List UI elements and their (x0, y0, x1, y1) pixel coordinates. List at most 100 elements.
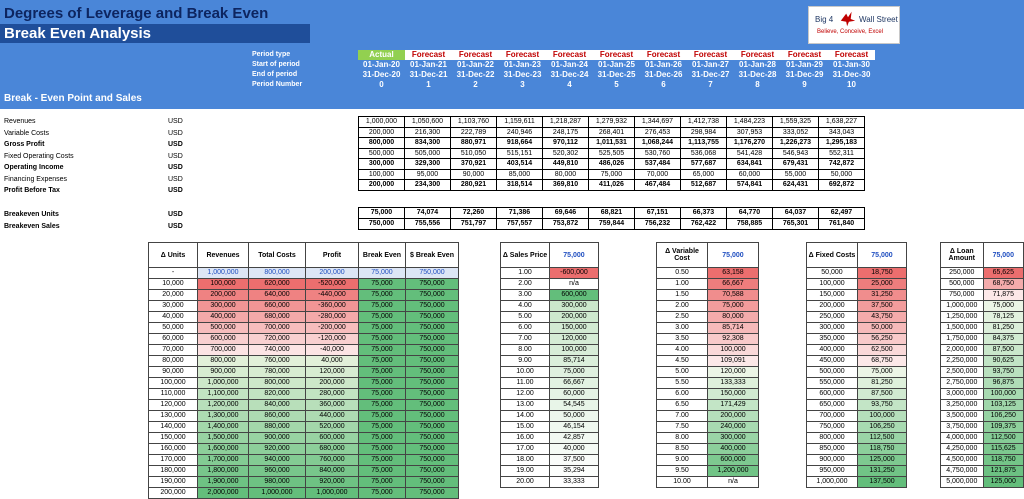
sens-row: 150,000 31,250 (806, 289, 907, 301)
sens-row: 800,000 112,500 (806, 432, 907, 444)
sens-row: 1.00 -600,000 (500, 267, 599, 279)
units-cell: 75,000 (358, 366, 406, 378)
sens-value-cell: 75,000 (857, 366, 907, 378)
sens-key-cell: 8.50 (656, 443, 708, 455)
sens-key-cell: 10.00 (500, 366, 550, 378)
income-unit: USD (168, 118, 183, 125)
sens-input-cell: 75,000 (982, 242, 1024, 268)
sens-value-cell: 54,545 (549, 399, 599, 411)
income-cell: 234,300 (404, 179, 451, 191)
income-cell: 280,921 (450, 179, 497, 191)
period-row-number: 0 1 2 3 4 5 6 7 8 9 10 (358, 80, 875, 90)
period-cell: 6 (661, 80, 666, 89)
units-cell: 800,000 (197, 355, 249, 367)
logo-text-wall: Wall Street (859, 15, 898, 24)
sens-value-cell: 66,667 (549, 377, 599, 389)
units-cell: 1,700,000 (197, 454, 249, 466)
sens-key-cell: 12.00 (500, 388, 550, 400)
units-cell: 750,000 (405, 289, 459, 301)
sens-key-cell: 1,250,000 (940, 311, 984, 323)
units-row: 110,000 1,100,000 820,000 280,000 75,000 750,… (148, 388, 459, 400)
sens-row: 900,000 125,000 (806, 454, 907, 466)
sens-row: 1,500,000 81,250 (940, 322, 1024, 334)
income-cell: 240,946 (496, 126, 543, 138)
sens-key-cell: 950,000 (806, 465, 858, 477)
units-cell: 880,000 (248, 421, 306, 433)
sens-key-cell: 0.50 (656, 267, 708, 279)
income-cell: 90,000 (450, 168, 497, 180)
sens-row: 300,000 50,000 (806, 322, 907, 334)
sens-row: 5,000,000 125,000 (940, 476, 1024, 488)
units-cell: 75,000 (358, 443, 406, 455)
units-header-cell: Total Costs (248, 242, 306, 268)
sens-header-row: Δ Fixed Costs 75,000 (806, 242, 907, 268)
sens-value-cell: 92,308 (707, 333, 759, 345)
income-unit: USD (168, 152, 183, 160)
breakeven-cell: 67,151 (634, 207, 681, 219)
income-cell: 268,401 (588, 126, 635, 138)
breakeven-cell: 66,373 (680, 207, 727, 219)
sens-value-cell: 87,500 (857, 388, 907, 400)
income-cell: 65,000 (680, 168, 727, 180)
units-cell: 900,000 (197, 366, 249, 378)
sens-row: 350,000 56,250 (806, 333, 907, 345)
sens-row: 7.00 120,000 (500, 333, 599, 345)
units-cell: 1,000,000 (305, 487, 359, 499)
sens-key-cell: 2,500,000 (940, 366, 984, 378)
income-cell: 1,559,325 (772, 116, 819, 128)
units-cell: 860,000 (248, 410, 306, 422)
sens-key-cell: 4,250,000 (940, 443, 984, 455)
units-cell: 100,000 (148, 377, 198, 389)
sens-key-cell: 9.50 (656, 465, 708, 477)
income-table: 1,000,000 1,050,600 1,103,760 1,159,611 1,21… (358, 116, 865, 191)
income-cell: 370,921 (450, 158, 497, 170)
units-row: 80,000 800,000 760,000 40,000 75,000 750,000 (148, 355, 459, 367)
units-row: 170,000 1,700,000 940,000 760,000 75,000 750,… (148, 454, 459, 466)
income-cell: 624,431 (772, 179, 819, 191)
units-row: 120,000 1,200,000 840,000 360,000 75,000 750,… (148, 399, 459, 411)
sens-value-cell: 46,154 (549, 421, 599, 433)
sens-key-cell: 3.00 (500, 289, 550, 301)
units-cell: 600,000 (197, 333, 249, 345)
sens-input-cell: 75,000 (707, 242, 759, 268)
sens-key-cell: 1.50 (656, 289, 708, 301)
units-cell: 1,000,000 (248, 487, 306, 499)
sens-value-cell: 65,625 (982, 267, 1024, 279)
period-label: Period Number (252, 81, 303, 88)
sens-value-cell: 131,250 (857, 465, 907, 477)
sens-row: 2,500,000 93,750 (940, 366, 1024, 378)
sens-row: 500,000 68,750 (940, 278, 1024, 290)
income-cell: 1,638,227 (818, 116, 865, 128)
sens-row: 1,000,000 137,500 (806, 476, 907, 488)
sens-row: 9.00 600,000 (656, 454, 759, 466)
sens-key-cell: 1,000,000 (940, 300, 984, 312)
income-row: 800,000 834,300 880,971 918,664 970,112 1,011… (358, 137, 865, 149)
income-cell: 742,872 (818, 158, 865, 170)
sens-value-cell: 81,250 (857, 377, 907, 389)
sens-key-cell: 2,750,000 (940, 377, 984, 389)
sens-row: 2.50 80,000 (656, 311, 759, 323)
sens-label-cell: Δ Loan Amount (940, 242, 984, 268)
sens-key-cell: 1,750,000 (940, 333, 984, 345)
sens-key-cell: 13.00 (500, 399, 550, 411)
period-table: Actual Forecast Forecast Forecast Forecast Fo… (358, 50, 875, 90)
breakeven-row: 75,000 74,074 72,260 71,386 69,646 68,821 67,1… (358, 207, 865, 219)
sens-key-cell: 18.00 (500, 454, 550, 466)
period-row-type: Actual Forecast Forecast Forecast Forecast Fo… (358, 50, 875, 60)
units-base-cell: 200,000 (305, 267, 359, 279)
sens-value-cell: n/a (707, 476, 759, 488)
sens-row: 3,000,000 100,000 (940, 388, 1024, 400)
sens-header-row: Δ Loan Amount 75,000 (940, 242, 1024, 268)
sens-row: 250,000 65,625 (940, 267, 1024, 279)
sens-value-cell: 70,588 (707, 289, 759, 301)
sens-key-cell: 1,000,000 (806, 476, 858, 488)
units-cell: 1,600,000 (197, 443, 249, 455)
income-cell: 500,000 (358, 147, 405, 159)
period-cell: 01-Jan-21 (410, 60, 447, 69)
breakeven-cell: 750,000 (358, 218, 405, 230)
income-unit: USD (168, 164, 183, 171)
units-cell: 360,000 (305, 399, 359, 411)
sens-value-cell: 125,000 (982, 476, 1024, 488)
units-cell: 75,000 (358, 300, 406, 312)
units-cell: 120,000 (305, 366, 359, 378)
